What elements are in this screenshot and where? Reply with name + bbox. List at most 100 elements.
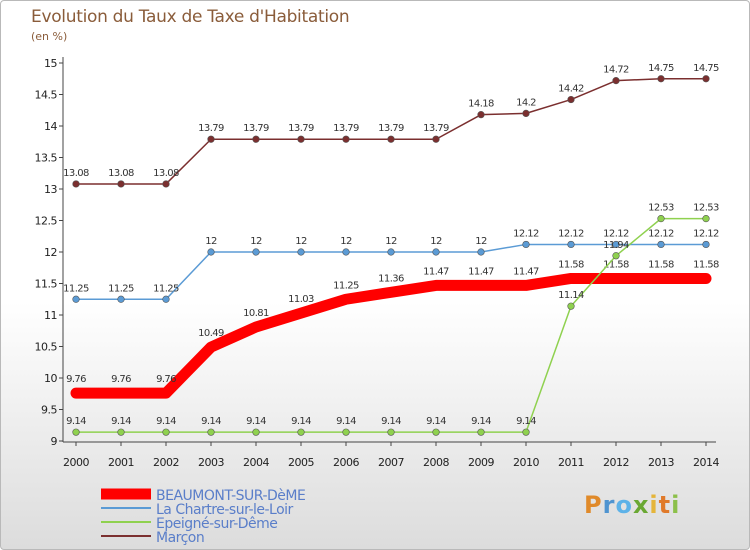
data-label: 14.72 <box>603 65 629 76</box>
data-point <box>207 135 215 143</box>
data-point <box>387 248 395 256</box>
data-point <box>297 248 305 256</box>
data-point <box>341 294 351 305</box>
data-point <box>431 280 441 291</box>
data-point <box>567 302 575 310</box>
data-label: 10.49 <box>198 328 224 339</box>
data-label: 11.58 <box>693 259 719 270</box>
data-point <box>432 135 440 143</box>
x-tick-label: 2014 <box>693 456 719 469</box>
x-tick-label: 2012 <box>603 456 629 469</box>
data-label: 11.58 <box>558 259 584 270</box>
data-label: 11.47 <box>513 266 539 277</box>
data-point <box>162 295 170 303</box>
data-label: 9.14 <box>201 416 221 427</box>
data-label: 14.42 <box>558 84 584 95</box>
data-label: 11.36 <box>378 273 404 284</box>
data-point <box>476 280 486 291</box>
data-point <box>387 428 395 436</box>
x-tick-label: 2006 <box>333 456 359 469</box>
data-label: 12 <box>205 236 217 247</box>
data-point <box>521 280 531 291</box>
data-point <box>162 180 170 188</box>
x-tick-label: 2008 <box>423 456 449 469</box>
legend-label: BEAUMONT-SUR-DèME <box>156 488 305 504</box>
data-label: 12.53 <box>693 203 719 214</box>
data-point <box>657 215 665 223</box>
data-point <box>612 252 620 260</box>
legend-label: Marçon <box>156 530 204 546</box>
data-label: 12 <box>385 236 397 247</box>
y-tick-label: 12 <box>44 246 57 259</box>
data-label: 14.75 <box>648 63 674 74</box>
data-point <box>701 273 711 284</box>
data-label: 11.47 <box>423 266 449 277</box>
x-tick-label: 2003 <box>198 456 224 469</box>
data-point <box>387 135 395 143</box>
data-point <box>567 240 575 249</box>
data-label: 13.79 <box>423 123 449 134</box>
data-point <box>71 388 81 399</box>
data-point <box>702 75 710 83</box>
data-point <box>296 308 306 319</box>
data-label: 12 <box>475 236 487 247</box>
data-point <box>432 428 440 436</box>
data-point <box>252 248 260 256</box>
data-label: 11.03 <box>288 294 314 305</box>
proxiti-logo: Proxiti <box>584 491 681 519</box>
data-label: 13.08 <box>63 168 89 179</box>
data-point <box>702 240 710 249</box>
data-point <box>117 180 125 188</box>
data-point <box>207 428 215 436</box>
data-label: 12 <box>340 236 352 247</box>
data-point <box>477 428 485 436</box>
y-tick-label: 13.5 <box>35 152 58 165</box>
data-label: 9.76 <box>111 374 131 385</box>
data-point <box>297 428 305 436</box>
data-point <box>161 388 171 399</box>
x-tick-label: 2004 <box>243 456 269 469</box>
data-point <box>342 135 350 143</box>
y-tick-label: 11 <box>44 309 57 322</box>
data-point <box>522 428 530 436</box>
data-label: 9.14 <box>471 416 491 427</box>
data-point <box>477 111 485 119</box>
y-tick-label: 14 <box>44 120 57 133</box>
data-point <box>342 428 350 436</box>
data-label: 9.14 <box>291 416 311 427</box>
x-tick-label: 2010 <box>513 456 539 469</box>
data-label: 14.2 <box>516 97 536 108</box>
data-point <box>72 428 80 436</box>
data-point <box>477 248 485 256</box>
data-label: 13.79 <box>378 123 404 134</box>
data-point <box>522 109 530 117</box>
data-point <box>297 135 305 143</box>
data-point <box>206 342 216 353</box>
x-tick-label: 2002 <box>153 456 179 469</box>
data-label: 12 <box>295 236 307 247</box>
data-point <box>342 248 350 256</box>
data-label: 13.08 <box>153 168 179 179</box>
chart-unit: (en %) <box>31 30 68 43</box>
data-label: 10.81 <box>243 308 269 319</box>
data-point <box>207 248 215 256</box>
data-label: 9.14 <box>111 416 131 427</box>
y-tick-label: 9 <box>51 435 58 448</box>
y-tick-label: 12.5 <box>35 215 58 228</box>
data-label: 11.25 <box>153 283 179 294</box>
data-label: 9.14 <box>381 416 401 427</box>
y-tick-label: 15 <box>44 57 57 70</box>
data-label: 9.76 <box>66 374 86 385</box>
data-label: 13.79 <box>288 123 314 134</box>
x-tick-label: 2011 <box>558 456 584 469</box>
data-label: 12.12 <box>693 228 719 239</box>
data-label: 11.58 <box>603 259 629 270</box>
data-label: 11.25 <box>108 283 134 294</box>
x-tick-label: 2013 <box>648 456 674 469</box>
y-tick-label: 13 <box>44 183 57 196</box>
y-tick-label: 14.5 <box>35 89 58 102</box>
x-tick-label: 2007 <box>378 456 404 469</box>
data-point <box>657 75 665 83</box>
